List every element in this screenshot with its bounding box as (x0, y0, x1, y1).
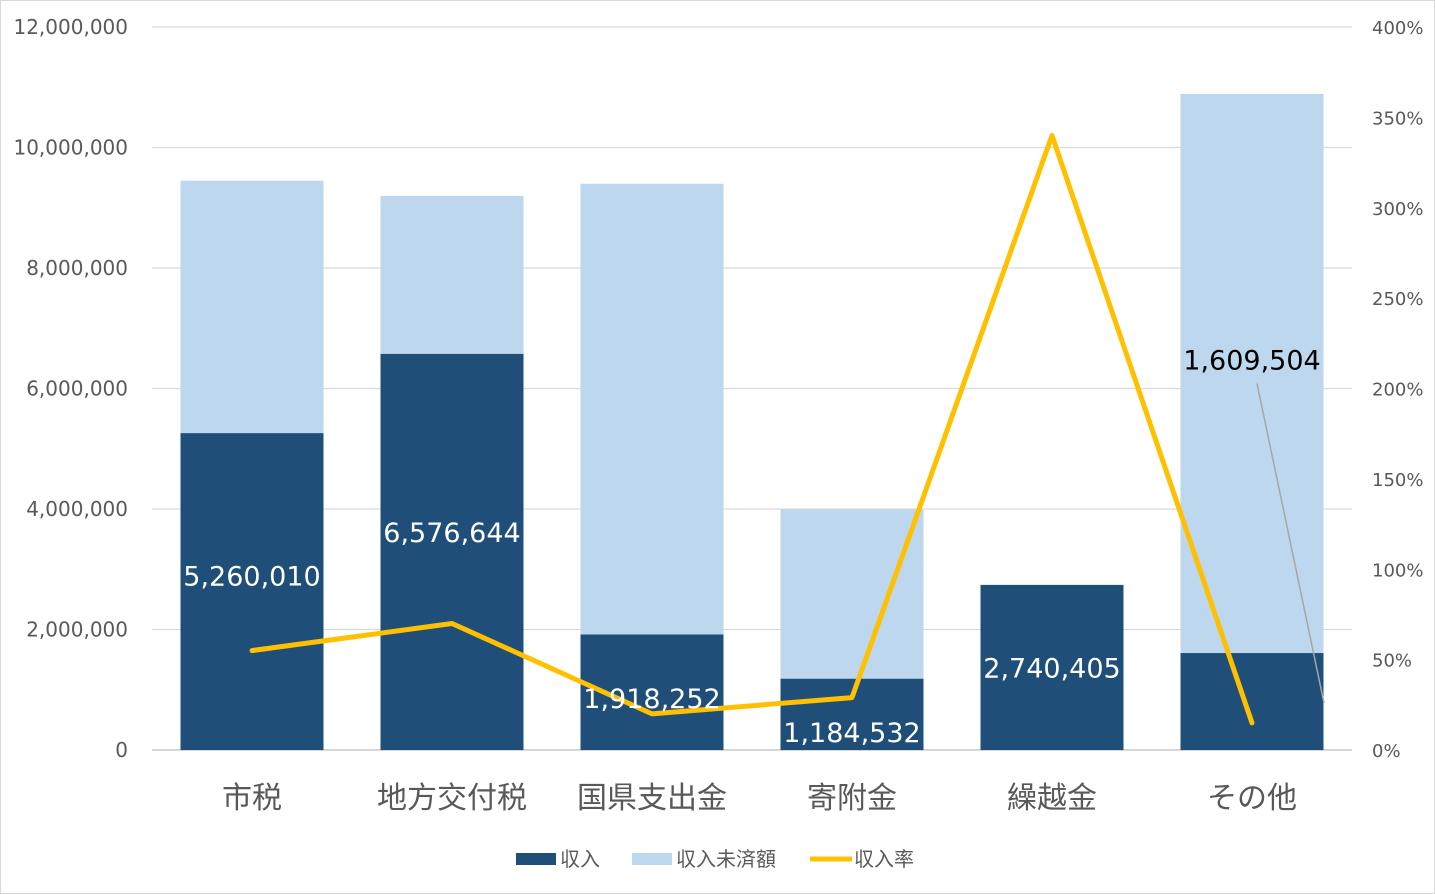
bar-収入未済額 (780, 509, 924, 679)
right-tick-label: 50% (1372, 651, 1412, 672)
category-label: 地方交付税 (377, 781, 527, 816)
bar-収入 (180, 433, 324, 750)
right-tick-label: 250% (1372, 289, 1423, 310)
left-tick-label: 2,000,000 (26, 618, 128, 642)
bar-収入 (380, 353, 524, 750)
right-tick-label: 200% (1372, 380, 1423, 401)
bar-収入未済額 (1180, 93, 1324, 654)
right-tick-label: 100% (1372, 560, 1423, 581)
left-tick-label: 10,000,000 (13, 136, 128, 160)
category-label: 市税 (222, 781, 282, 816)
legend-label: 収入率 (854, 847, 914, 871)
left-tick-label: 8,000,000 (26, 256, 128, 280)
right-tick-label: 300% (1372, 199, 1423, 220)
data-label: 1,609,504 (1183, 345, 1320, 376)
right-tick-label: 0% (1372, 741, 1401, 762)
legend-label: 収入 (560, 847, 600, 871)
right-tick-label: 150% (1372, 470, 1423, 491)
category-label: その他 (1207, 781, 1297, 816)
data-label-leader-line (1256, 383, 1325, 704)
data-label: 1,184,532 (783, 718, 920, 749)
left-tick-label: 6,000,000 (26, 377, 128, 401)
category-label: 寄附金 (807, 781, 897, 816)
right-tick-label: 350% (1372, 108, 1423, 129)
bar-収入 (1180, 653, 1324, 750)
left-tick-label: 4,000,000 (26, 497, 128, 521)
data-label: 5,260,010 (183, 562, 320, 593)
category-label: 国県支出金 (577, 781, 727, 816)
legend-marker-収入 (516, 853, 556, 865)
bar-収入未済額 (180, 180, 324, 434)
right-tick-label: 400% (1372, 18, 1423, 39)
category-label: 繰越金 (1007, 781, 1097, 816)
bar-収入 (980, 584, 1124, 750)
data-label: 2,740,405 (983, 653, 1120, 684)
data-label: 6,576,644 (383, 518, 520, 549)
left-tick-label: 12,000,000 (13, 15, 128, 39)
legend-label: 収入未済額 (676, 847, 776, 871)
left-tick-label: 0 (115, 738, 128, 762)
bar-収入未済額 (380, 195, 524, 354)
data-label: 1,918,252 (583, 684, 720, 715)
line-収入率 (249, 132, 1255, 726)
legend-marker-収入未済額 (632, 853, 672, 865)
bar-収入未済額 (580, 183, 724, 635)
